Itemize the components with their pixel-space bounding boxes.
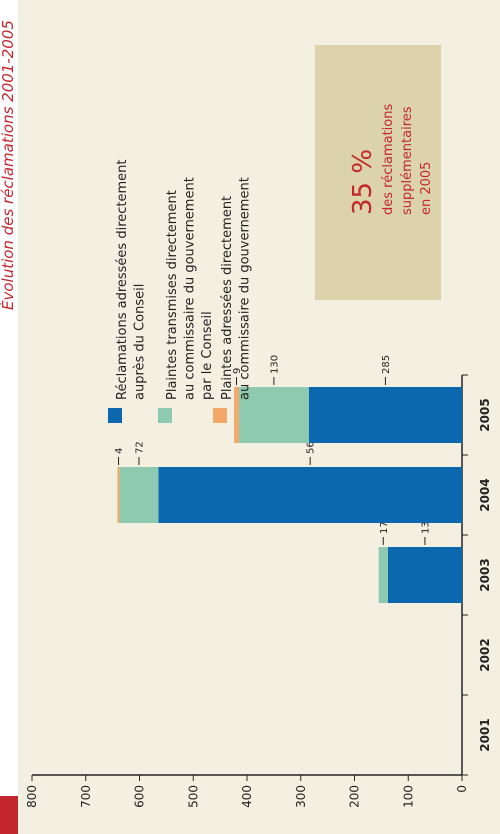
callout-highlight: 35 % (348, 149, 378, 215)
bar-segment (117, 467, 120, 523)
x-tick-label: 800 (25, 785, 39, 808)
bar-segment (119, 467, 159, 523)
legend-swatch (108, 408, 122, 423)
legend-label: Plaintes transmises directement au commi… (165, 173, 215, 400)
y-tick-label: 2002 (478, 638, 492, 671)
x-tick-label: 300 (294, 785, 308, 808)
chart-title: Évolution des réclamations 2001-2005 (0, 20, 17, 310)
x-tick-label: 400 (240, 785, 254, 808)
value-label: 9 (232, 368, 243, 374)
y-tick-label: 2004 (478, 478, 492, 511)
x-tick-label: 200 (348, 785, 362, 808)
x-tick-label: 500 (186, 785, 200, 808)
legend-swatch (213, 408, 227, 423)
legend-label: Réclamations adressées directement auprè… (115, 155, 148, 400)
bar-segment (234, 387, 239, 443)
x-tick-label: 0 (455, 785, 469, 793)
legend-swatch (158, 408, 172, 423)
x-tick-label: 100 (401, 785, 415, 808)
bar-segment (387, 547, 462, 603)
y-tick-label: 2005 (478, 398, 492, 431)
bar-segment (238, 387, 309, 443)
value-label: 72 (134, 441, 145, 454)
x-tick-label: 700 (79, 785, 93, 808)
callout-text: des réclamations supplémentaires en 2005 (381, 100, 434, 215)
value-label: 4 (114, 448, 125, 454)
callout-box (315, 45, 441, 300)
value-label: 565 (306, 435, 317, 454)
value-label: 130 (269, 355, 280, 374)
y-tick-label: 2001 (478, 718, 492, 751)
x-tick-label: 600 (133, 785, 147, 808)
y-tick-label: 2003 (478, 558, 492, 591)
value-label: 138 (420, 515, 431, 534)
legend-label: Plaintes adressées directement au commis… (220, 177, 253, 400)
bar-segment (158, 467, 462, 523)
value-label: 285 (381, 355, 392, 374)
bar-segment (378, 547, 388, 603)
accent-bar (0, 796, 18, 834)
bar-segment (308, 387, 462, 443)
value-label: 17 (379, 521, 390, 534)
